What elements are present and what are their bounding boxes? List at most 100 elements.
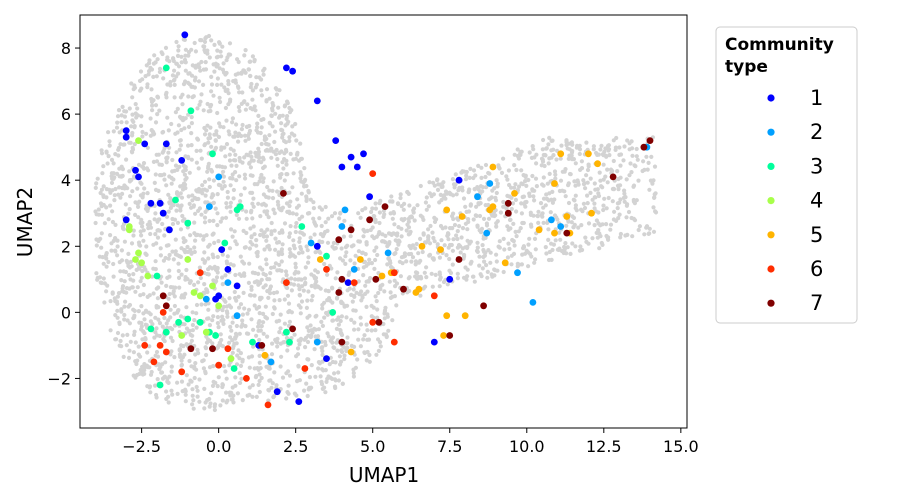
background-point	[130, 189, 135, 194]
background-point	[247, 392, 252, 397]
background-point	[127, 302, 133, 308]
background-point	[192, 220, 197, 225]
background-point	[524, 250, 530, 255]
background-point	[238, 302, 244, 307]
background-point	[378, 344, 383, 349]
data-point	[184, 219, 192, 227]
background-point	[370, 234, 375, 239]
background-point	[116, 147, 121, 152]
background-point	[349, 317, 354, 322]
data-point	[215, 361, 223, 369]
background-point	[261, 179, 266, 184]
background-point	[361, 234, 366, 239]
background-point	[258, 295, 263, 300]
background-point	[532, 198, 537, 203]
background-point	[118, 195, 123, 200]
background-point	[133, 111, 138, 116]
background-point	[143, 267, 148, 272]
background-point	[455, 229, 460, 234]
background-point	[430, 284, 435, 289]
background-point	[228, 324, 233, 329]
background-point	[413, 246, 418, 251]
background-point	[634, 146, 639, 152]
background-point	[258, 265, 263, 270]
background-point	[323, 339, 328, 345]
data-point	[378, 272, 386, 280]
data-point	[218, 246, 226, 254]
data-point	[535, 226, 543, 234]
background-point	[240, 312, 245, 317]
background-point	[223, 105, 228, 111]
background-point	[434, 217, 439, 222]
background-point	[168, 325, 173, 331]
background-point	[621, 158, 626, 163]
background-point	[266, 148, 271, 153]
background-point	[170, 249, 175, 254]
background-point	[386, 231, 392, 236]
background-point	[269, 229, 274, 234]
background-point	[584, 140, 589, 145]
background-point	[623, 233, 628, 238]
background-point	[306, 357, 311, 362]
background-point	[115, 294, 120, 299]
background-point	[459, 235, 464, 240]
background-point	[530, 144, 535, 149]
background-point	[236, 105, 241, 110]
data-point	[529, 299, 537, 306]
background-point	[226, 129, 231, 134]
background-point	[265, 334, 270, 339]
background-point	[590, 197, 595, 202]
background-point	[375, 307, 380, 312]
legend-label: 6	[810, 257, 823, 281]
background-point	[424, 275, 429, 280]
y-tick-label: 8	[61, 39, 71, 58]
background-point	[230, 234, 235, 239]
background-point	[360, 250, 365, 255]
background-point	[534, 161, 539, 166]
background-point	[288, 151, 293, 156]
background-point	[623, 195, 628, 200]
background-point	[189, 131, 194, 136]
background-point	[95, 275, 100, 280]
background-point	[481, 249, 487, 254]
y-tick-label: 6	[61, 105, 71, 124]
data-point	[353, 163, 361, 171]
background-point	[295, 197, 300, 202]
background-point	[127, 106, 132, 111]
background-point	[250, 216, 255, 221]
background-point	[279, 247, 284, 252]
background-point	[305, 298, 310, 303]
background-point	[272, 228, 277, 233]
background-point	[221, 179, 226, 184]
background-point	[243, 48, 248, 53]
background-point	[452, 222, 458, 228]
background-point	[142, 186, 147, 191]
background-point	[501, 236, 506, 241]
background-point	[107, 143, 112, 148]
background-point	[244, 331, 250, 336]
x-tick-label: 10.0	[509, 437, 545, 456]
background-point	[109, 180, 115, 185]
background-point	[277, 318, 282, 323]
background-point	[464, 209, 469, 214]
background-point	[238, 351, 243, 356]
background-point	[486, 216, 492, 221]
background-point	[453, 182, 458, 187]
data-point	[135, 137, 142, 145]
background-point	[591, 147, 596, 152]
background-point	[133, 212, 138, 217]
background-point	[294, 212, 299, 217]
background-point	[573, 244, 578, 249]
background-point	[145, 191, 150, 196]
background-point	[104, 264, 109, 269]
background-point	[132, 85, 138, 90]
background-point	[599, 184, 604, 189]
background-point	[529, 224, 534, 229]
background-point	[307, 375, 312, 380]
background-point	[228, 262, 233, 267]
background-point	[126, 211, 131, 216]
background-point	[456, 243, 462, 248]
background-point	[211, 255, 216, 260]
background-point	[267, 247, 272, 252]
background-point	[465, 227, 470, 232]
